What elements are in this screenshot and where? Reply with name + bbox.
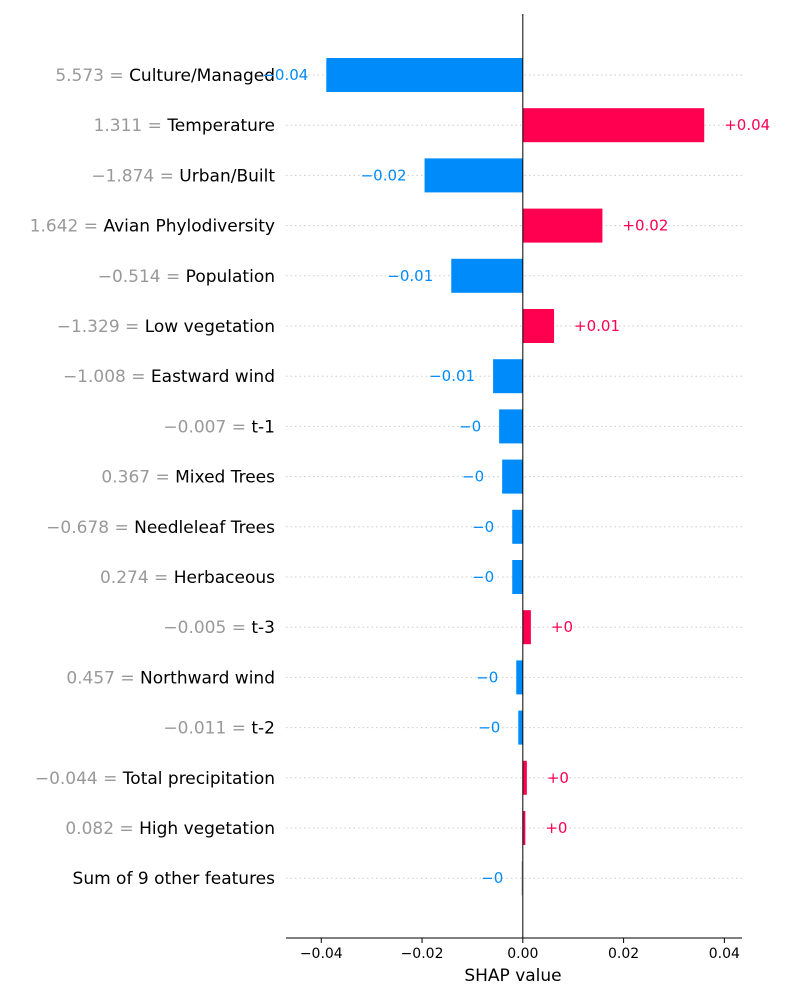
negative-shap-bar	[499, 409, 523, 444]
positive-shap-bar	[522, 108, 705, 143]
feature-label: 0.457 = Northward wind	[66, 668, 275, 688]
shap-value-label: −0.02	[361, 166, 407, 184]
feature-name: t-2	[251, 719, 275, 739]
feature-value: −0.011 =	[163, 719, 251, 739]
shap-value-label: +0	[547, 769, 569, 787]
feature-value: −1.329 =	[57, 317, 145, 337]
feature-label: −1.329 = Low vegetation	[57, 317, 275, 337]
feature-label: −0.514 = Population	[98, 267, 275, 287]
feature-value: −0.005 =	[163, 618, 251, 638]
feature-label: −1.874 = Urban/Built	[91, 166, 275, 186]
shap-value-label: −0	[462, 468, 484, 486]
feature-label: −1.008 = Eastward wind	[63, 367, 275, 387]
feature-name: Sum of 9 other features	[73, 869, 276, 889]
shap-value-label: −0	[478, 719, 500, 737]
feature-value: 0.274 =	[100, 568, 174, 588]
shap-value-label: −0.01	[387, 267, 433, 285]
negative-shap-bar	[424, 158, 523, 193]
bar-layer	[326, 58, 705, 896]
feature-label: 1.311 = Temperature	[94, 116, 275, 136]
shap-value-label: +0.01	[574, 317, 620, 335]
negative-shap-bar	[451, 258, 523, 293]
feature-name: Avian Phylodiversity	[103, 217, 275, 237]
positive-shap-bar	[522, 309, 555, 343]
x-axis-title: SHAP value	[464, 966, 561, 986]
negative-shap-bar	[516, 660, 523, 695]
feature-name: Population	[186, 267, 275, 287]
feature-name: Temperature	[166, 116, 275, 136]
feature-name: Needleleaf Trees	[134, 518, 275, 538]
feature-value: 1.311 =	[94, 116, 168, 136]
feature-value: −1.874 =	[91, 166, 179, 186]
positive-shap-bar	[522, 208, 603, 243]
shap-value-label: +0.02	[622, 217, 668, 235]
x-tick-label: 0.02	[608, 946, 639, 962]
feature-label: 0.274 = Herbaceous	[100, 568, 275, 588]
shap-value-label: −0	[472, 568, 494, 586]
feature-label: 5.573 = Culture/Managed	[55, 66, 275, 86]
shap-value-label: −0	[459, 417, 481, 435]
negative-shap-bar	[502, 459, 523, 494]
shap-value-label: +0	[551, 618, 573, 636]
feature-name: Culture/Managed	[129, 66, 275, 86]
x-tick-label: 0.04	[709, 946, 740, 962]
feature-name: t-1	[251, 417, 275, 437]
feature-value: 5.573 =	[55, 66, 129, 86]
shap-value-label: −0.04	[262, 66, 308, 84]
feature-label: 0.082 = High vegetation	[65, 819, 275, 839]
shap-value-label: −0	[472, 518, 494, 536]
feature-name: High vegetation	[139, 819, 275, 839]
feature-name: Urban/Built	[179, 166, 275, 186]
other-features-bar	[521, 861, 523, 896]
shap-value-label: −0	[476, 668, 498, 686]
feature-name: Eastward wind	[151, 367, 275, 387]
shap-value-label: −0.01	[429, 367, 475, 385]
feature-value: 0.082 =	[65, 819, 139, 839]
feature-value: 0.367 =	[101, 468, 175, 488]
feature-name: t-3	[251, 618, 275, 638]
feature-value: −0.514 =	[98, 267, 186, 287]
x-tick-label: −0.04	[300, 946, 343, 962]
feature-label: −0.007 = t-1	[163, 417, 275, 437]
feature-name: Northward wind	[140, 668, 275, 688]
feature-name: Low vegetation	[145, 317, 275, 337]
feature-value: 1.642 =	[30, 217, 104, 237]
feature-label: 0.367 = Mixed Trees	[101, 468, 275, 488]
negative-shap-bar	[493, 359, 523, 394]
negative-shap-bar	[512, 560, 523, 594]
x-tick-label: 0.00	[507, 946, 538, 962]
label-layer: 5.573 = Culture/Managed−0.04 1.311 = Temp…	[30, 66, 770, 889]
feature-label: Sum of 9 other features	[73, 869, 276, 889]
feature-label: −0.011 = t-2	[163, 719, 275, 739]
shap-value-label: −0	[481, 869, 503, 887]
negative-shap-bar	[512, 509, 523, 544]
feature-value: −0.044 =	[35, 769, 123, 789]
feature-label: −0.044 = Total precipitation	[35, 769, 275, 789]
negative-shap-bar	[518, 710, 523, 745]
shap-value-label: +0.04	[724, 116, 770, 134]
positive-shap-bar	[522, 760, 527, 795]
feature-label: −0.678 = Needleleaf Trees	[46, 518, 275, 538]
feature-label: −0.005 = t-3	[163, 618, 275, 638]
feature-value: −0.678 =	[46, 518, 134, 538]
feature-name: Mixed Trees	[175, 468, 275, 488]
feature-name: Herbaceous	[174, 568, 275, 588]
negative-shap-bar	[326, 58, 523, 92]
axis-layer: −0.04 −0.02 0.00 0.02 0.04	[286, 14, 742, 962]
feature-label: 1.642 = Avian Phylodiversity	[30, 217, 275, 237]
feature-value: 0.457 =	[66, 668, 140, 688]
feature-value: −0.007 =	[163, 417, 251, 437]
shap-value-label: +0	[545, 819, 567, 837]
positive-shap-bar	[522, 610, 531, 645]
x-tick-label: −0.02	[401, 946, 444, 962]
positive-shap-bar	[522, 811, 526, 845]
feature-name: Total precipitation	[122, 769, 275, 789]
feature-value: −1.008 =	[63, 367, 151, 387]
